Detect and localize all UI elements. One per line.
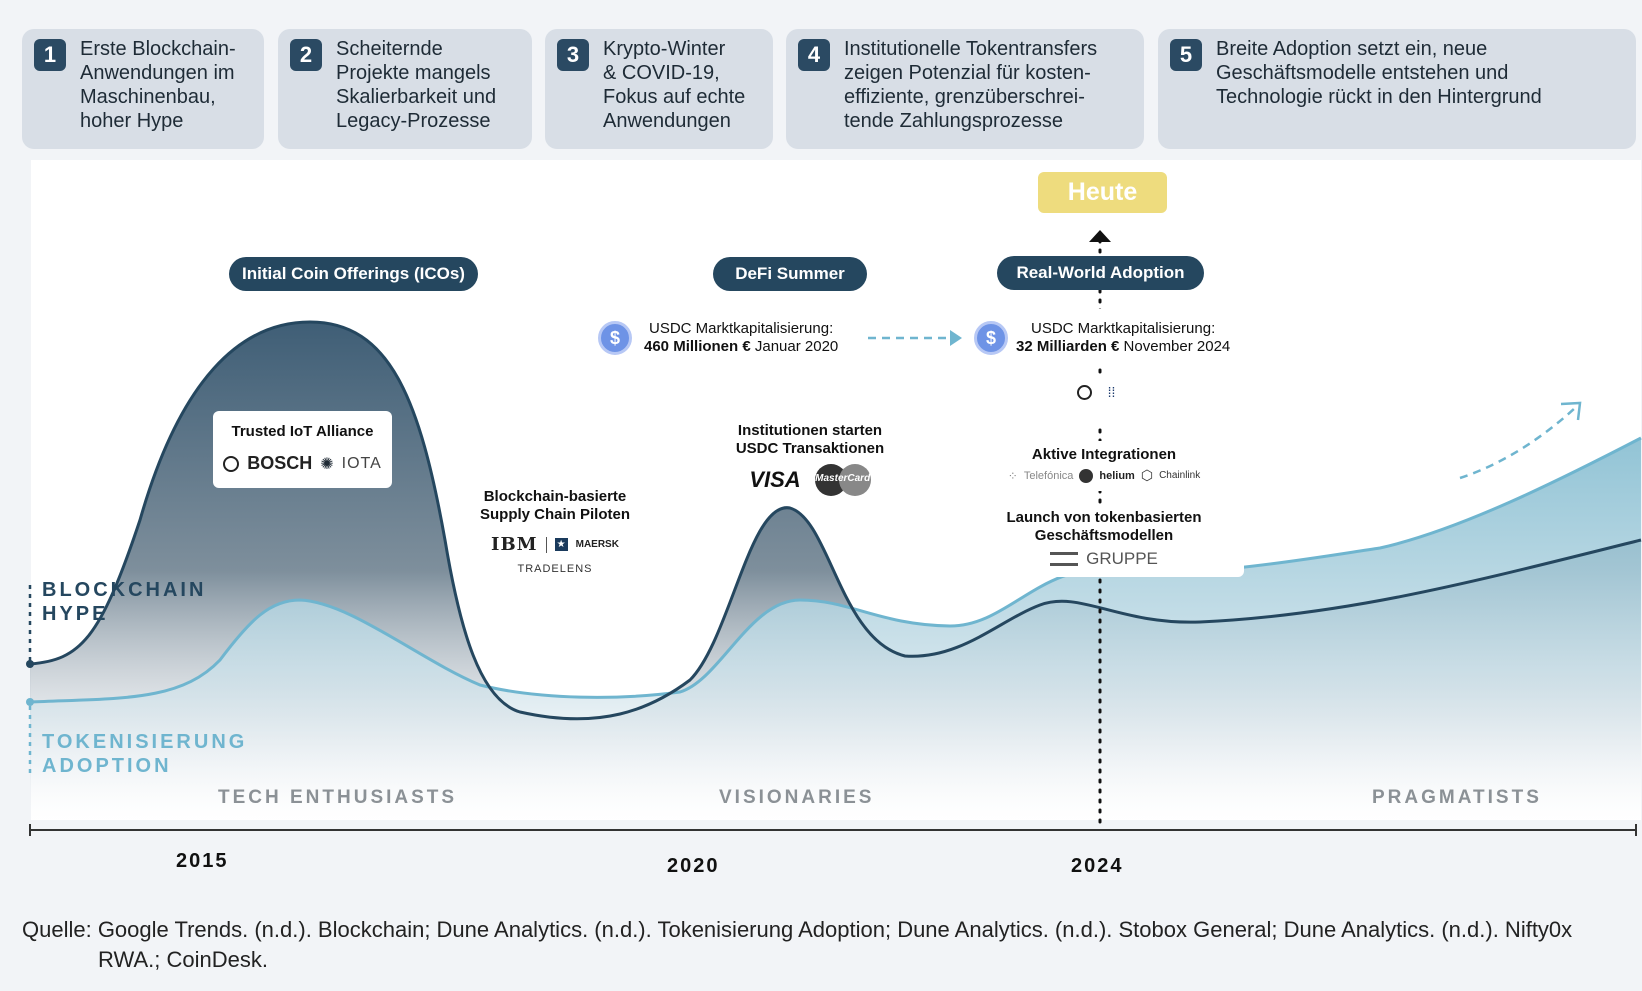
aktive-integrationen-card: Aktive Integrationen ⁘ Telefónica helium…: [964, 441, 1244, 491]
segment-visionaries: VISIONARIES: [719, 787, 875, 808]
event-ico-pill: Initial Coin Offerings (ICOs): [229, 257, 478, 291]
visa-logo: VISA: [749, 467, 801, 492]
hype-line: [29, 320, 1642, 721]
phase-text: Erste Blockchain- Anwendungen im Maschin…: [80, 38, 236, 132]
adoption-area: [30, 438, 1641, 820]
card-title: Trusted IoT Alliance: [231, 423, 374, 440]
usdc-label: USDC Marktkapitalisierung:: [1031, 320, 1216, 337]
phase-box-1: 1 Erste Blockchain- Anwendungen im Masch…: [22, 29, 264, 149]
launch-card: Launch von tokenbasierten Geschäftsmodel…: [964, 505, 1244, 577]
phase-box-2: 2 Scheiternde Projekte mangels Skalierba…: [278, 29, 532, 149]
bosch-logo: BOSCH: [247, 453, 313, 473]
phase-box-3: 3 Krypto-Winter & COVID-19, Fokus auf ec…: [545, 29, 773, 149]
phase-number-badge: 4: [798, 39, 830, 71]
card-title: Blockchain-basierte Supply Chain Piloten: [479, 488, 630, 523]
ibm-logo: IBM: [491, 534, 538, 555]
chainlink-logo: Chainlink: [1159, 470, 1201, 481]
adoption-line: [29, 436, 1642, 704]
phase-number-badge: 3: [557, 39, 589, 71]
trusted-iot-card: Trusted IoT Alliance BOSCH ✺ IOTA: [213, 411, 392, 488]
usdc-value: 32 Milliarden €: [1016, 338, 1120, 355]
future-trend-arrow-head: [1560, 401, 1582, 421]
maersk-logo: MAERSK: [575, 539, 619, 550]
hype-start-dot: [26, 660, 34, 668]
mastercard-logo-text: MasterCard: [815, 473, 871, 484]
card-title: Aktive Integrationen: [1031, 446, 1177, 463]
usdc-label: USDC Marktkapitalisierung:: [649, 320, 834, 337]
phase-box-4: 4 Institutionelle Tokentransfers zeigen …: [786, 29, 1144, 149]
iota-logo: IOTA: [341, 454, 382, 472]
mastercard-logo: MasterCard: [814, 464, 871, 496]
helium-logo: helium: [1099, 469, 1135, 482]
usdc-growth-arrow-head: [950, 330, 962, 346]
kollaborative-card: ⁞⁞: [964, 376, 1244, 426]
phase-text: Scheiternde Projekte mangels Skalierbark…: [336, 38, 497, 132]
year-2020: 2020: [667, 855, 720, 877]
bosch-logo-icon: [1076, 384, 1092, 400]
phase-text: Krypto-Winter & COVID-19, Fokus auf echt…: [603, 38, 746, 132]
iota-logo-icon: ✺: [320, 455, 334, 473]
segment-pragmatists: PRAGMATISTS: [1372, 787, 1542, 808]
tradelens-logo: TRADELENS: [517, 563, 593, 575]
usdc-date: November 2024: [1123, 338, 1231, 355]
adoption-start-dot: [26, 698, 34, 706]
divider: [545, 536, 547, 553]
event-rwa-pill: Real-World Adoption: [997, 256, 1204, 290]
usdc-date: Januar 2020: [754, 338, 839, 355]
segment-tech-enthusiasts: TECH ENTHUSIASTS: [218, 787, 458, 808]
phase-number-badge: 5: [1170, 39, 1202, 71]
helium-icon: [1079, 468, 1094, 483]
event-defi-pill: DeFi Summer: [713, 257, 867, 291]
card-title: Institutionen starten USDC Transaktionen: [735, 422, 885, 457]
phase-number-badge: 2: [290, 39, 322, 71]
telefonica-logo: Telefónica: [1023, 469, 1074, 482]
phase-text: Breite Adoption setzt ein, neue Geschäft…: [1216, 38, 1542, 108]
bosch-logo-icon: [223, 455, 240, 472]
fetch-dots-icon: ⁞⁞: [1107, 384, 1116, 400]
hype-axis-label: BLOCKCHAIN HYPE: [42, 579, 207, 625]
phase-box-5: 5 Breite Adoption setzt ein, neue Geschä…: [1158, 29, 1636, 149]
maersk-star-icon: ★: [554, 538, 568, 551]
telefonica-dots-icon: ⁘: [1007, 468, 1018, 483]
year-2024: 2024: [1071, 855, 1124, 877]
future-trend-arrow: [1459, 407, 1576, 480]
usdc-value: 460 Millionen €: [644, 338, 751, 355]
chainlink-icon: ⬡: [1140, 467, 1154, 483]
phase-text: Institutionelle Tokentransfers zeigen Po…: [844, 38, 1098, 132]
usdc-coin-icon: $: [598, 321, 632, 355]
adoption-axis-label: TOKENISIERUNG ADOPTION: [42, 731, 248, 777]
gruppe-mark-icon: [1050, 552, 1079, 566]
source-note: Quelle: Google Trends. (n.d.). Blockchai…: [22, 917, 1573, 972]
institutionen-card: Institutionen starten USDC Transaktionen…: [721, 414, 899, 500]
card-title: Launch von tokenbasierten Geschäftsmodel…: [1006, 509, 1202, 544]
usdc-coin-icon: $: [974, 321, 1008, 355]
gruppe-logo: GRUPPE: [1086, 549, 1158, 568]
year-2015: 2015: [176, 850, 229, 872]
today-arrow-head: [1089, 230, 1111, 242]
usdc-2024-card: $ USDC Marktkapitalisierung: 32 Milliard…: [964, 309, 1244, 367]
today-label: Heute: [1038, 172, 1167, 213]
supply-chain-card: Blockchain-basierte Supply Chain Piloten…: [459, 478, 651, 585]
usdc-2020-card: $ USDC Marktkapitalisierung: 460 Million…: [582, 309, 866, 367]
mastercard-circle-right: [838, 464, 871, 496]
phase-number-badge: 1: [34, 39, 66, 71]
